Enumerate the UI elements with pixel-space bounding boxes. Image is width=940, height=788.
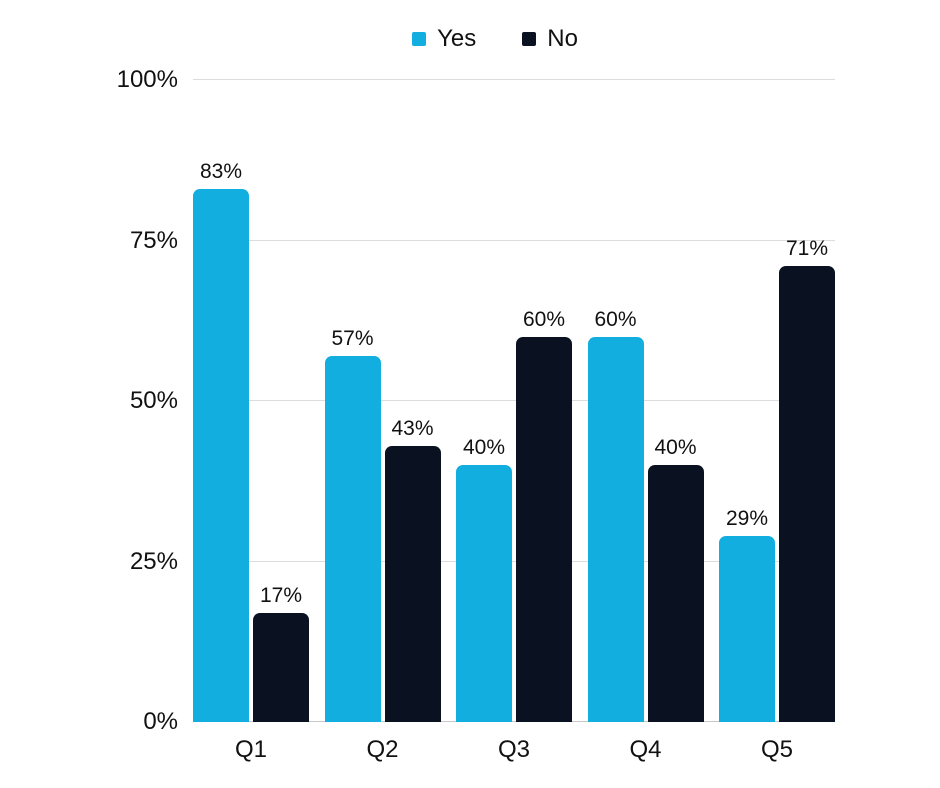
- y-tick-label-25: 25%: [129, 547, 178, 575]
- bar-slot-no-q4: 40%: [647, 80, 704, 722]
- bar-group-q3: 40% 60% Q3: [456, 80, 572, 762]
- x-axis-label-q1: Q1: [234, 736, 268, 763]
- bar-no-q4: [647, 465, 704, 722]
- gridline-25: [193, 560, 835, 562]
- bar-value-label: 60%: [522, 307, 566, 331]
- bar-value-label: 40%: [462, 436, 506, 460]
- bar-groups: 83% 17% Q1 57% 43% Q2 40% 60% Q3 60% 40% Q4 29% 71% Q5: [193, 80, 835, 762]
- x-axis-label-q2: Q2: [366, 736, 399, 763]
- legend-label-no: No: [547, 25, 578, 52]
- gridline-50: [193, 400, 835, 401]
- bar-value-label: 57%: [331, 327, 374, 351]
- bar-value-label: 71%: [785, 237, 829, 261]
- bar-value-label: 40%: [654, 436, 697, 460]
- bar-slot-yes-q2: 57%: [324, 80, 381, 722]
- bar-slot-no-q2: 43%: [384, 80, 441, 722]
- bar-yes-q2: [324, 356, 381, 722]
- bar-slot-yes-q1: 83%: [193, 80, 249, 722]
- legend-label-yes: Yes: [437, 25, 477, 52]
- bar-no-q1: [253, 612, 309, 722]
- bar-yes-q3: [456, 465, 512, 722]
- bar-slot-no-q3: 60%: [516, 80, 572, 722]
- bar-slot-yes-q3: 40%: [456, 80, 512, 722]
- y-tick-label-50: 50%: [129, 387, 178, 414]
- bar-slot-yes-q5: 29%: [719, 80, 775, 722]
- gridlines-layer: [193, 79, 835, 722]
- x-axis-label-q4: Q4: [629, 736, 662, 763]
- bar-group-q5: 29% 71% Q5: [719, 80, 835, 762]
- legend-item-yes: Yes: [412, 27, 476, 51]
- legend-swatch-yes-icon: [412, 32, 427, 46]
- gridline-75: [193, 239, 835, 241]
- bar-slot-yes-q4: 60%: [587, 80, 644, 722]
- bar-group-q4: 60% 40% Q4: [587, 80, 704, 762]
- y-tick-label-75: 75%: [129, 226, 178, 254]
- legend-item-no: No: [522, 27, 578, 51]
- y-tick-label-0: 0%: [143, 708, 178, 735]
- bar-no-q2: [384, 445, 441, 722]
- x-axis-label-q5: Q5: [760, 736, 794, 763]
- y-tick-label-100: 100%: [116, 66, 178, 93]
- bar-value-label: 43%: [391, 416, 434, 440]
- bar-slot-no-q1: 17%: [253, 80, 309, 722]
- gridline-0: [193, 721, 835, 722]
- x-axis-label-q3: Q3: [497, 736, 531, 763]
- bar-yes-q1: [193, 189, 249, 722]
- bar-yes-q5: [719, 535, 775, 722]
- bar-value-label: 83%: [199, 160, 243, 184]
- gridline-100: [193, 79, 835, 80]
- legend-swatch-no-icon: [522, 32, 537, 46]
- bar-value-label: 17%: [259, 583, 303, 607]
- chart-legend: Yes No: [25, 27, 940, 51]
- bar-no-q5: [779, 266, 835, 722]
- bar-no-q3: [516, 336, 572, 722]
- bar-value-label: 60%: [594, 307, 637, 331]
- plot-area: 83% 17% Q1 57% 43% Q2 40% 60% Q3 60% 40% Q4 29% 71% Q5: [193, 79, 835, 762]
- bar-group-q1: 83% 17% Q1: [193, 80, 309, 762]
- bar-value-label: 29%: [725, 506, 769, 530]
- bar-slot-no-q5: 71%: [779, 80, 835, 722]
- bar-group-q2: 57% 43% Q2: [324, 80, 441, 762]
- bar-yes-q4: [587, 336, 644, 722]
